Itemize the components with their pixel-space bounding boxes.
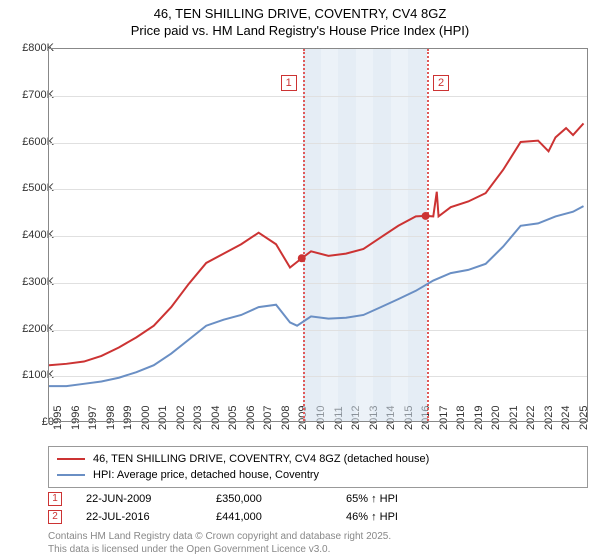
series-hpi	[49, 206, 584, 386]
event-price: £441,000	[216, 511, 346, 523]
legend-row: HPI: Average price, detached house, Cove…	[57, 467, 579, 483]
title-subtitle: Price paid vs. HM Land Registry's House …	[0, 23, 600, 40]
attribution-line1: Contains HM Land Registry data © Crown c…	[48, 530, 391, 543]
chart-container: 46, TEN SHILLING DRIVE, COVENTRY, CV4 8G…	[0, 0, 600, 560]
event-row: 1 22-JUN-2009£350,00065% ↑ HPI	[48, 490, 476, 508]
attribution-line2: This data is licensed under the Open Gov…	[48, 543, 391, 556]
event-price: £350,000	[216, 493, 346, 505]
legend-row: 46, TEN SHILLING DRIVE, COVENTRY, CV4 8G…	[57, 451, 579, 467]
chart-title: 46, TEN SHILLING DRIVE, COVENTRY, CV4 8G…	[0, 0, 600, 40]
legend: 46, TEN SHILLING DRIVE, COVENTRY, CV4 8G…	[48, 446, 588, 488]
event-date: 22-JUL-2016	[86, 511, 216, 523]
event-delta: 65% ↑ HPI	[346, 493, 476, 505]
series-marker	[422, 212, 430, 220]
event-delta: 46% ↑ HPI	[346, 511, 476, 523]
events-table: 1 22-JUN-2009£350,00065% ↑ HPI 2 22-JUL-201…	[48, 490, 476, 526]
series-marker	[298, 254, 306, 262]
legend-label: HPI: Average price, detached house, Cove…	[93, 469, 319, 481]
event-date: 22-JUN-2009	[86, 493, 216, 505]
title-address: 46, TEN SHILLING DRIVE, COVENTRY, CV4 8G…	[0, 6, 600, 23]
legend-swatch	[57, 474, 85, 476]
series-price_paid	[49, 123, 584, 365]
event-row: 2 22-JUL-2016£441,00046% ↑ HPI	[48, 508, 476, 526]
series-layer	[49, 49, 587, 421]
event-index-box: 2	[48, 510, 62, 524]
legend-swatch	[57, 458, 85, 460]
event-index-box: 1	[48, 492, 62, 506]
attribution: Contains HM Land Registry data © Crown c…	[48, 530, 391, 556]
legend-label: 46, TEN SHILLING DRIVE, COVENTRY, CV4 8G…	[93, 453, 429, 465]
plot-area: 12	[48, 48, 588, 422]
